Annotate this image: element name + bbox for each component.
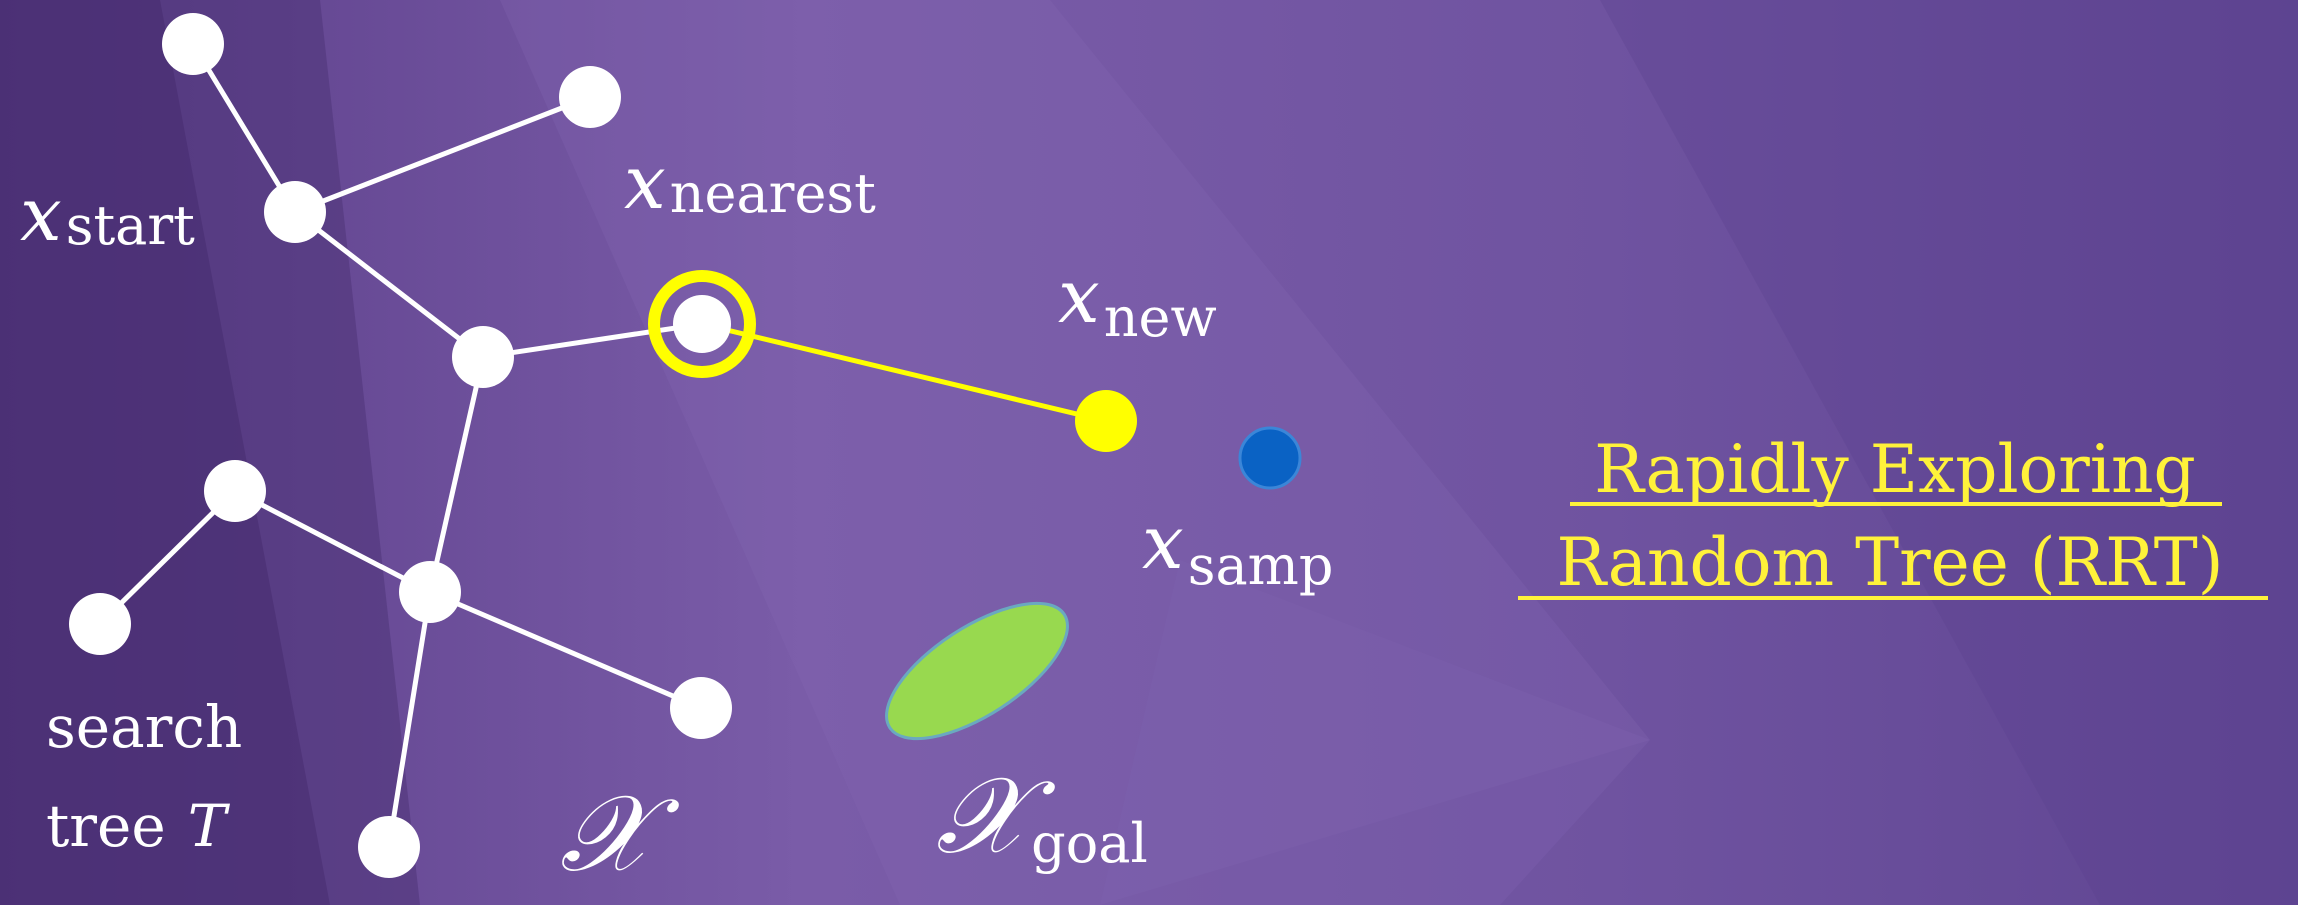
label-x-start-subscript: start <box>66 194 195 257</box>
start-node <box>264 181 326 243</box>
background-shade-far-left <box>0 0 330 905</box>
label-x-samp-symbol: x <box>1142 500 1184 586</box>
background-shade-right <box>1600 0 2298 905</box>
tree-node <box>452 326 514 388</box>
tree-edge <box>292 94 593 215</box>
title-line1: Rapidly Exploring <box>1594 431 2195 508</box>
label-x-nearest-symbol: x <box>624 140 666 226</box>
label-x-new-symbol: x <box>1058 254 1100 340</box>
label-x-start-symbol: x <box>20 172 62 258</box>
label-x-samp-subscript: samp <box>1188 534 1334 597</box>
label-search-tree-symbol: T <box>188 792 231 860</box>
tree-edge <box>427 589 704 711</box>
label-goal-subscript: goal <box>1031 812 1148 875</box>
nearest-node <box>673 295 731 353</box>
tree-edge <box>97 488 238 627</box>
tree-nodes <box>69 13 732 878</box>
title: Rapidly Exploring Random Tree (RRT) <box>1518 431 2268 601</box>
new-node <box>1075 390 1137 452</box>
tree-node <box>559 66 621 128</box>
tree-edge <box>232 488 433 595</box>
tree-edges <box>97 41 705 850</box>
tree-node <box>204 460 266 522</box>
tree-edge <box>427 354 486 595</box>
tree-edge <box>190 41 298 215</box>
label-x-new: xnew <box>1058 254 1217 349</box>
label-x-samp: xsamp <box>1142 500 1333 597</box>
background-lower-facet <box>1100 560 1650 905</box>
sample-point <box>1238 426 1302 490</box>
tree-node <box>162 13 224 75</box>
tree-node <box>399 561 461 623</box>
goal-region <box>885 601 1069 741</box>
tree-node <box>358 816 420 878</box>
tree-node <box>69 593 131 655</box>
label-search-tree-word: tree <box>46 792 166 860</box>
background-light-facet <box>500 0 1650 905</box>
label-x-new-subscript: new <box>1104 286 1217 349</box>
label-x-nearest-subscript: nearest <box>670 162 876 225</box>
nearest-node-highlight-ring <box>648 270 756 378</box>
extension-edge <box>699 321 1109 424</box>
tree-edge <box>480 321 705 360</box>
tree-node <box>670 677 732 739</box>
label-search-tree-line2: tree T <box>46 792 231 860</box>
tree-edge <box>386 589 433 850</box>
label-search-tree-line1: search <box>46 693 242 761</box>
tree-edge <box>292 209 486 360</box>
label-x-nearest: xnearest <box>624 140 876 226</box>
label-x-start: xstart <box>20 172 195 258</box>
title-line2: Random Tree (RRT) <box>1556 524 2223 601</box>
label-x-goal: 𝒳goal <box>936 754 1148 877</box>
